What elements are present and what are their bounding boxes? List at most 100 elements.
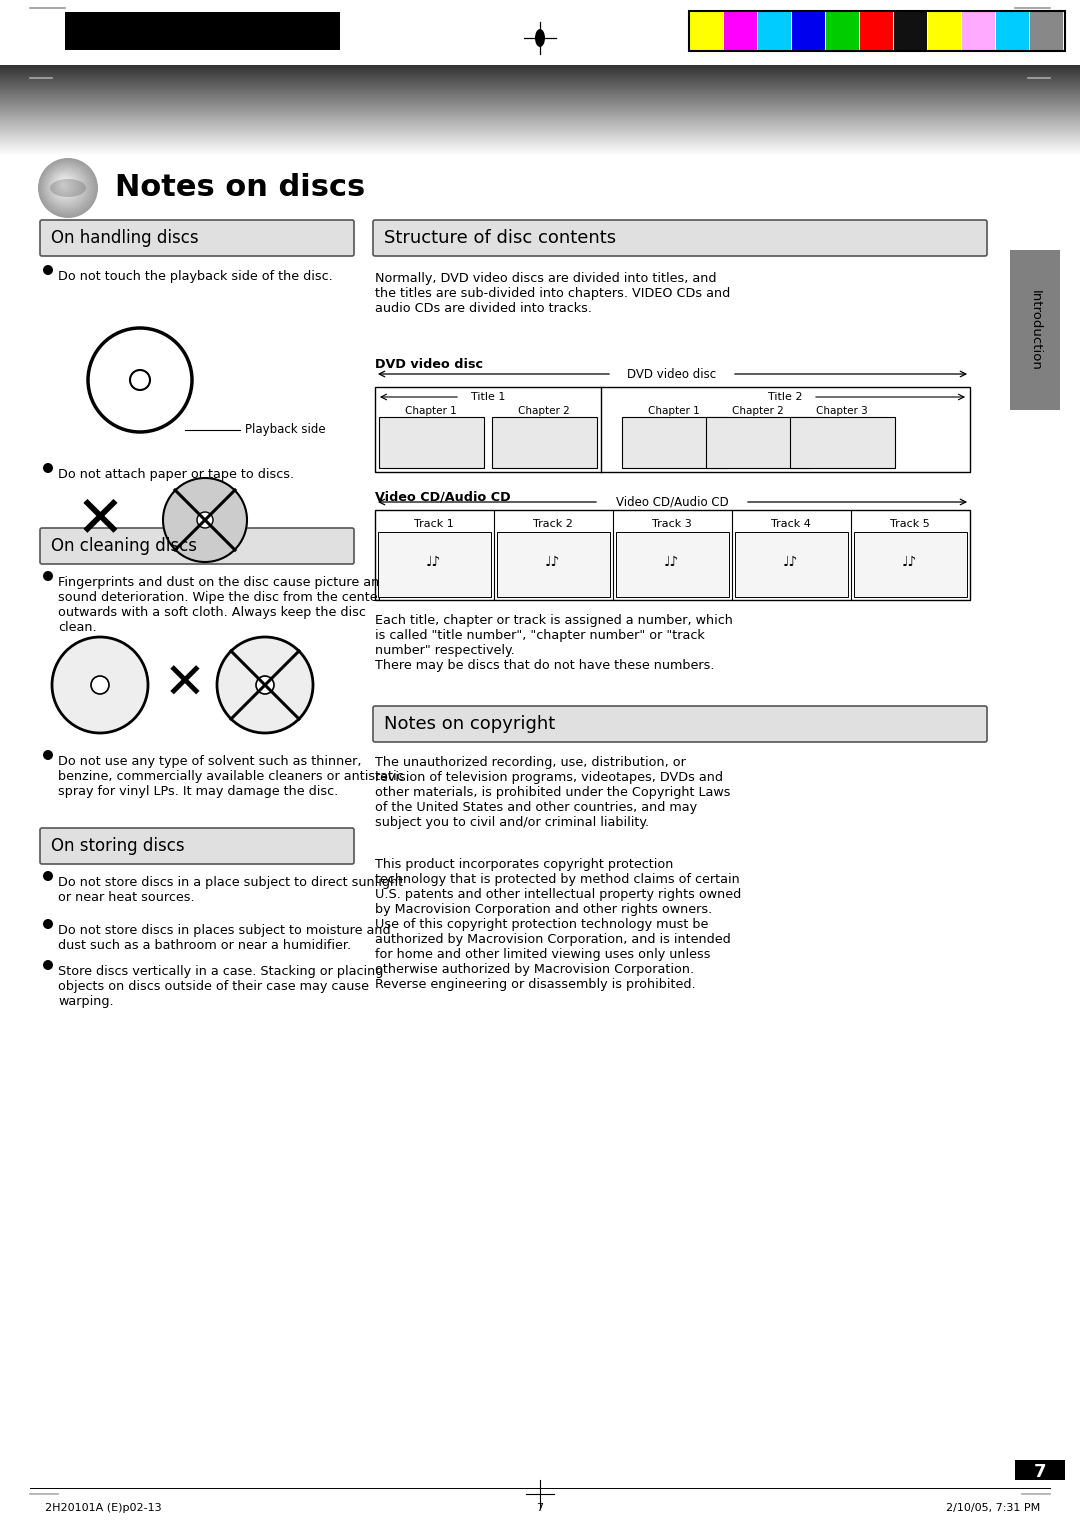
Circle shape bbox=[91, 675, 109, 694]
Text: Do not store discs in places subject to moisture and
dust such as a bathroom or : Do not store discs in places subject to … bbox=[58, 924, 391, 952]
Ellipse shape bbox=[52, 173, 80, 200]
FancyBboxPatch shape bbox=[373, 706, 987, 743]
Text: Track 5: Track 5 bbox=[890, 520, 930, 529]
Ellipse shape bbox=[57, 177, 72, 194]
Text: ♩♪: ♩♪ bbox=[427, 555, 442, 568]
Text: Fingerprints and dust on the disc cause picture and
sound deterioration. Wipe th: Fingerprints and dust on the disc cause … bbox=[58, 576, 388, 634]
Text: 7: 7 bbox=[1034, 1462, 1047, 1481]
Circle shape bbox=[43, 463, 53, 474]
Text: On storing discs: On storing discs bbox=[51, 837, 185, 856]
Bar bbox=[735, 532, 848, 597]
Circle shape bbox=[43, 750, 53, 759]
Bar bbox=[894, 12, 927, 50]
Text: Title 2: Title 2 bbox=[768, 393, 802, 402]
Ellipse shape bbox=[58, 180, 70, 191]
Bar bbox=[706, 417, 811, 468]
Circle shape bbox=[43, 571, 53, 581]
Text: Chapter 3: Chapter 3 bbox=[816, 406, 868, 416]
Text: Video CD/Audio CD: Video CD/Audio CD bbox=[616, 495, 728, 509]
Bar bbox=[616, 532, 729, 597]
Text: DVD video disc: DVD video disc bbox=[627, 368, 716, 380]
FancyBboxPatch shape bbox=[40, 828, 354, 863]
Bar bbox=[65, 12, 340, 50]
Text: On handling discs: On handling discs bbox=[51, 229, 199, 248]
Bar bbox=[996, 12, 1029, 50]
Bar bbox=[928, 12, 961, 50]
Text: Each title, chapter or track is assigned a number, which
is called "title number: Each title, chapter or track is assigned… bbox=[375, 614, 733, 672]
Bar bbox=[854, 532, 967, 597]
Bar bbox=[375, 510, 970, 601]
Bar bbox=[792, 12, 825, 50]
Ellipse shape bbox=[55, 176, 75, 196]
Text: Do not attach paper or tape to discs.: Do not attach paper or tape to discs. bbox=[58, 468, 294, 481]
Text: Playback side: Playback side bbox=[245, 423, 326, 437]
Bar bbox=[758, 12, 791, 50]
Bar bbox=[492, 417, 597, 468]
Ellipse shape bbox=[48, 168, 85, 206]
Ellipse shape bbox=[40, 160, 96, 215]
Text: ✕: ✕ bbox=[164, 662, 206, 709]
Text: Notes on discs: Notes on discs bbox=[114, 174, 365, 203]
Ellipse shape bbox=[45, 167, 87, 208]
Ellipse shape bbox=[53, 174, 78, 199]
Text: 2H20101A (E)p02-13: 2H20101A (E)p02-13 bbox=[45, 1504, 162, 1513]
Circle shape bbox=[197, 512, 213, 529]
Text: ♩♪: ♩♪ bbox=[664, 555, 679, 568]
Ellipse shape bbox=[38, 157, 98, 219]
Bar bbox=[379, 417, 484, 468]
Ellipse shape bbox=[49, 168, 84, 205]
Text: Chapter 1: Chapter 1 bbox=[405, 406, 457, 416]
Text: Do not use any type of solvent such as thinner,
benzine, commercially available : Do not use any type of solvent such as t… bbox=[58, 755, 404, 798]
Bar bbox=[378, 532, 491, 597]
Circle shape bbox=[217, 637, 313, 733]
Text: Introduction: Introduction bbox=[1028, 290, 1041, 370]
Ellipse shape bbox=[60, 182, 68, 189]
Text: Store discs vertically in a case. Stacking or placing
objects on discs outside o: Store discs vertically in a case. Stacki… bbox=[58, 966, 383, 1008]
Circle shape bbox=[52, 637, 148, 733]
Ellipse shape bbox=[44, 165, 90, 211]
Text: Track 4: Track 4 bbox=[771, 520, 811, 529]
Circle shape bbox=[43, 264, 53, 275]
Text: Do not touch the playback side of the disc.: Do not touch the playback side of the di… bbox=[58, 270, 333, 283]
Text: The unauthorized recording, use, distribution, or
revision of television program: The unauthorized recording, use, distrib… bbox=[375, 756, 730, 830]
Ellipse shape bbox=[60, 182, 67, 188]
Ellipse shape bbox=[59, 180, 69, 191]
Text: ✕: ✕ bbox=[76, 492, 124, 549]
Text: Do not store discs in a place subject to direct sunlight
or near heat sources.: Do not store discs in a place subject to… bbox=[58, 876, 403, 905]
Ellipse shape bbox=[50, 179, 86, 197]
Text: 7: 7 bbox=[537, 1504, 543, 1513]
Bar bbox=[689, 11, 1065, 50]
Ellipse shape bbox=[43, 163, 91, 211]
Ellipse shape bbox=[41, 160, 95, 215]
Circle shape bbox=[163, 478, 247, 562]
Text: 2/10/05, 7:31 PM: 2/10/05, 7:31 PM bbox=[946, 1504, 1040, 1513]
Text: Track 2: Track 2 bbox=[534, 520, 572, 529]
Text: Structure of disc contents: Structure of disc contents bbox=[384, 229, 616, 248]
Ellipse shape bbox=[54, 176, 77, 197]
Ellipse shape bbox=[46, 167, 86, 206]
Bar bbox=[1010, 251, 1059, 410]
Text: DVD video disc: DVD video disc bbox=[375, 358, 483, 371]
Text: Chapter 2: Chapter 2 bbox=[732, 406, 784, 416]
Ellipse shape bbox=[49, 170, 83, 203]
Ellipse shape bbox=[53, 173, 79, 199]
Ellipse shape bbox=[56, 177, 73, 196]
FancyBboxPatch shape bbox=[373, 220, 987, 257]
Text: ♩♪: ♩♪ bbox=[545, 555, 561, 568]
Bar bbox=[1030, 12, 1063, 50]
Bar bbox=[789, 417, 895, 468]
Ellipse shape bbox=[62, 183, 66, 188]
FancyBboxPatch shape bbox=[40, 529, 354, 564]
Bar bbox=[724, 12, 757, 50]
Bar bbox=[1015, 1459, 1065, 1481]
Ellipse shape bbox=[41, 162, 93, 214]
Circle shape bbox=[43, 918, 53, 929]
Ellipse shape bbox=[535, 29, 545, 47]
Ellipse shape bbox=[51, 171, 81, 202]
Text: On cleaning discs: On cleaning discs bbox=[51, 536, 197, 555]
Text: ♩♪: ♩♪ bbox=[783, 555, 799, 568]
Bar bbox=[622, 417, 727, 468]
Text: Track 1: Track 1 bbox=[414, 520, 454, 529]
Ellipse shape bbox=[44, 165, 89, 209]
Bar bbox=[0, 0, 1080, 66]
